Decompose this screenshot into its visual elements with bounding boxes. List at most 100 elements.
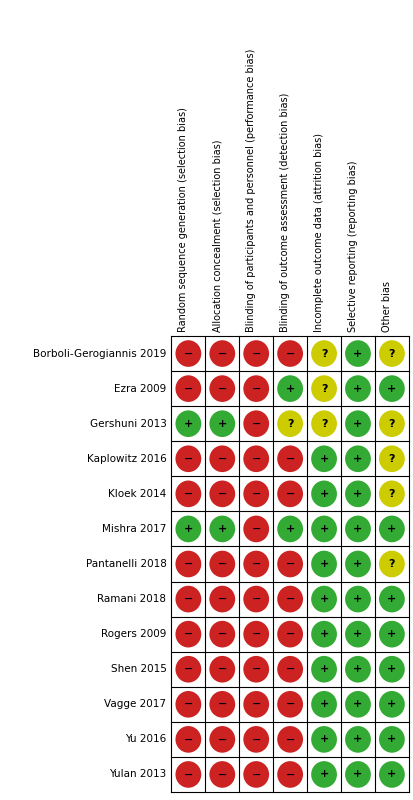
Text: +: +	[319, 699, 329, 710]
Text: ?: ?	[389, 418, 395, 429]
Ellipse shape	[277, 410, 303, 437]
Ellipse shape	[311, 446, 337, 472]
Text: Ramani 2018: Ramani 2018	[97, 594, 166, 604]
Text: Ezra 2009: Ezra 2009	[114, 384, 166, 394]
Ellipse shape	[311, 656, 337, 682]
Text: +: +	[354, 594, 363, 604]
Text: −: −	[285, 770, 295, 779]
Text: −: −	[184, 559, 193, 569]
Text: −: −	[184, 349, 193, 358]
Text: +: +	[354, 418, 363, 429]
Ellipse shape	[345, 340, 371, 367]
Text: +: +	[354, 734, 363, 744]
Ellipse shape	[209, 691, 235, 718]
Ellipse shape	[345, 656, 371, 682]
Ellipse shape	[209, 586, 235, 613]
Text: +: +	[387, 734, 396, 744]
Ellipse shape	[209, 446, 235, 472]
Ellipse shape	[243, 515, 269, 542]
Ellipse shape	[379, 621, 405, 647]
Text: +: +	[354, 664, 363, 674]
Ellipse shape	[379, 691, 405, 718]
Ellipse shape	[176, 515, 201, 542]
Text: −: −	[252, 629, 261, 639]
Text: +: +	[387, 594, 396, 604]
Text: +: +	[354, 699, 363, 710]
Text: Yulan 2013: Yulan 2013	[109, 770, 166, 779]
Ellipse shape	[176, 481, 201, 507]
Ellipse shape	[277, 621, 303, 647]
Ellipse shape	[379, 726, 405, 753]
Text: +: +	[387, 384, 396, 394]
Text: −: −	[184, 489, 193, 499]
Text: Kloek 2014: Kloek 2014	[108, 489, 166, 499]
Text: Other bias: Other bias	[382, 281, 392, 332]
Text: −: −	[285, 664, 295, 674]
Ellipse shape	[379, 340, 405, 367]
Ellipse shape	[311, 586, 337, 613]
Text: +: +	[218, 418, 227, 429]
Ellipse shape	[311, 726, 337, 753]
Text: −: −	[252, 664, 261, 674]
Ellipse shape	[277, 375, 303, 402]
Ellipse shape	[209, 481, 235, 507]
Text: +: +	[387, 629, 396, 639]
Text: +: +	[319, 559, 329, 569]
Text: −: −	[218, 770, 227, 779]
Ellipse shape	[277, 340, 303, 367]
Text: +: +	[354, 384, 363, 394]
Ellipse shape	[243, 761, 269, 788]
Ellipse shape	[277, 726, 303, 753]
Text: −: −	[184, 734, 193, 744]
Text: −: −	[184, 629, 193, 639]
Ellipse shape	[176, 550, 201, 578]
Ellipse shape	[311, 410, 337, 437]
Text: ?: ?	[321, 384, 328, 394]
Ellipse shape	[311, 691, 337, 718]
Text: −: −	[285, 734, 295, 744]
Text: −: −	[285, 489, 295, 499]
Text: ?: ?	[389, 489, 395, 499]
Text: −: −	[252, 384, 261, 394]
Text: −: −	[218, 454, 227, 464]
Text: −: −	[218, 699, 227, 710]
Ellipse shape	[311, 340, 337, 367]
Text: +: +	[319, 524, 329, 534]
Ellipse shape	[277, 761, 303, 788]
Text: +: +	[354, 770, 363, 779]
Text: +: +	[354, 629, 363, 639]
Ellipse shape	[243, 621, 269, 647]
Text: +: +	[319, 734, 329, 744]
Ellipse shape	[277, 550, 303, 578]
Ellipse shape	[243, 375, 269, 402]
Ellipse shape	[277, 446, 303, 472]
Text: −: −	[218, 489, 227, 499]
Text: +: +	[387, 699, 396, 710]
Ellipse shape	[379, 586, 405, 613]
Text: −: −	[252, 489, 261, 499]
Text: −: −	[252, 699, 261, 710]
Text: −: −	[285, 349, 295, 358]
Text: Yu 2016: Yu 2016	[125, 734, 166, 744]
Text: −: −	[218, 349, 227, 358]
Ellipse shape	[379, 550, 405, 578]
Text: −: −	[252, 349, 261, 358]
Text: Mishra 2017: Mishra 2017	[102, 524, 166, 534]
Text: Gershuni 2013: Gershuni 2013	[90, 418, 166, 429]
Ellipse shape	[243, 446, 269, 472]
Text: +: +	[354, 524, 363, 534]
Text: ?: ?	[389, 454, 395, 464]
Text: +: +	[319, 454, 329, 464]
Text: ?: ?	[389, 559, 395, 569]
Text: +: +	[354, 349, 363, 358]
Text: −: −	[184, 699, 193, 710]
Ellipse shape	[176, 691, 201, 718]
Text: −: −	[285, 559, 295, 569]
Ellipse shape	[277, 656, 303, 682]
Ellipse shape	[345, 410, 371, 437]
Text: −: −	[184, 594, 193, 604]
Text: −: −	[218, 629, 227, 639]
Text: −: −	[252, 454, 261, 464]
Text: +: +	[319, 770, 329, 779]
Text: Incomplete outcome data (attrition bias): Incomplete outcome data (attrition bias)	[314, 133, 324, 332]
